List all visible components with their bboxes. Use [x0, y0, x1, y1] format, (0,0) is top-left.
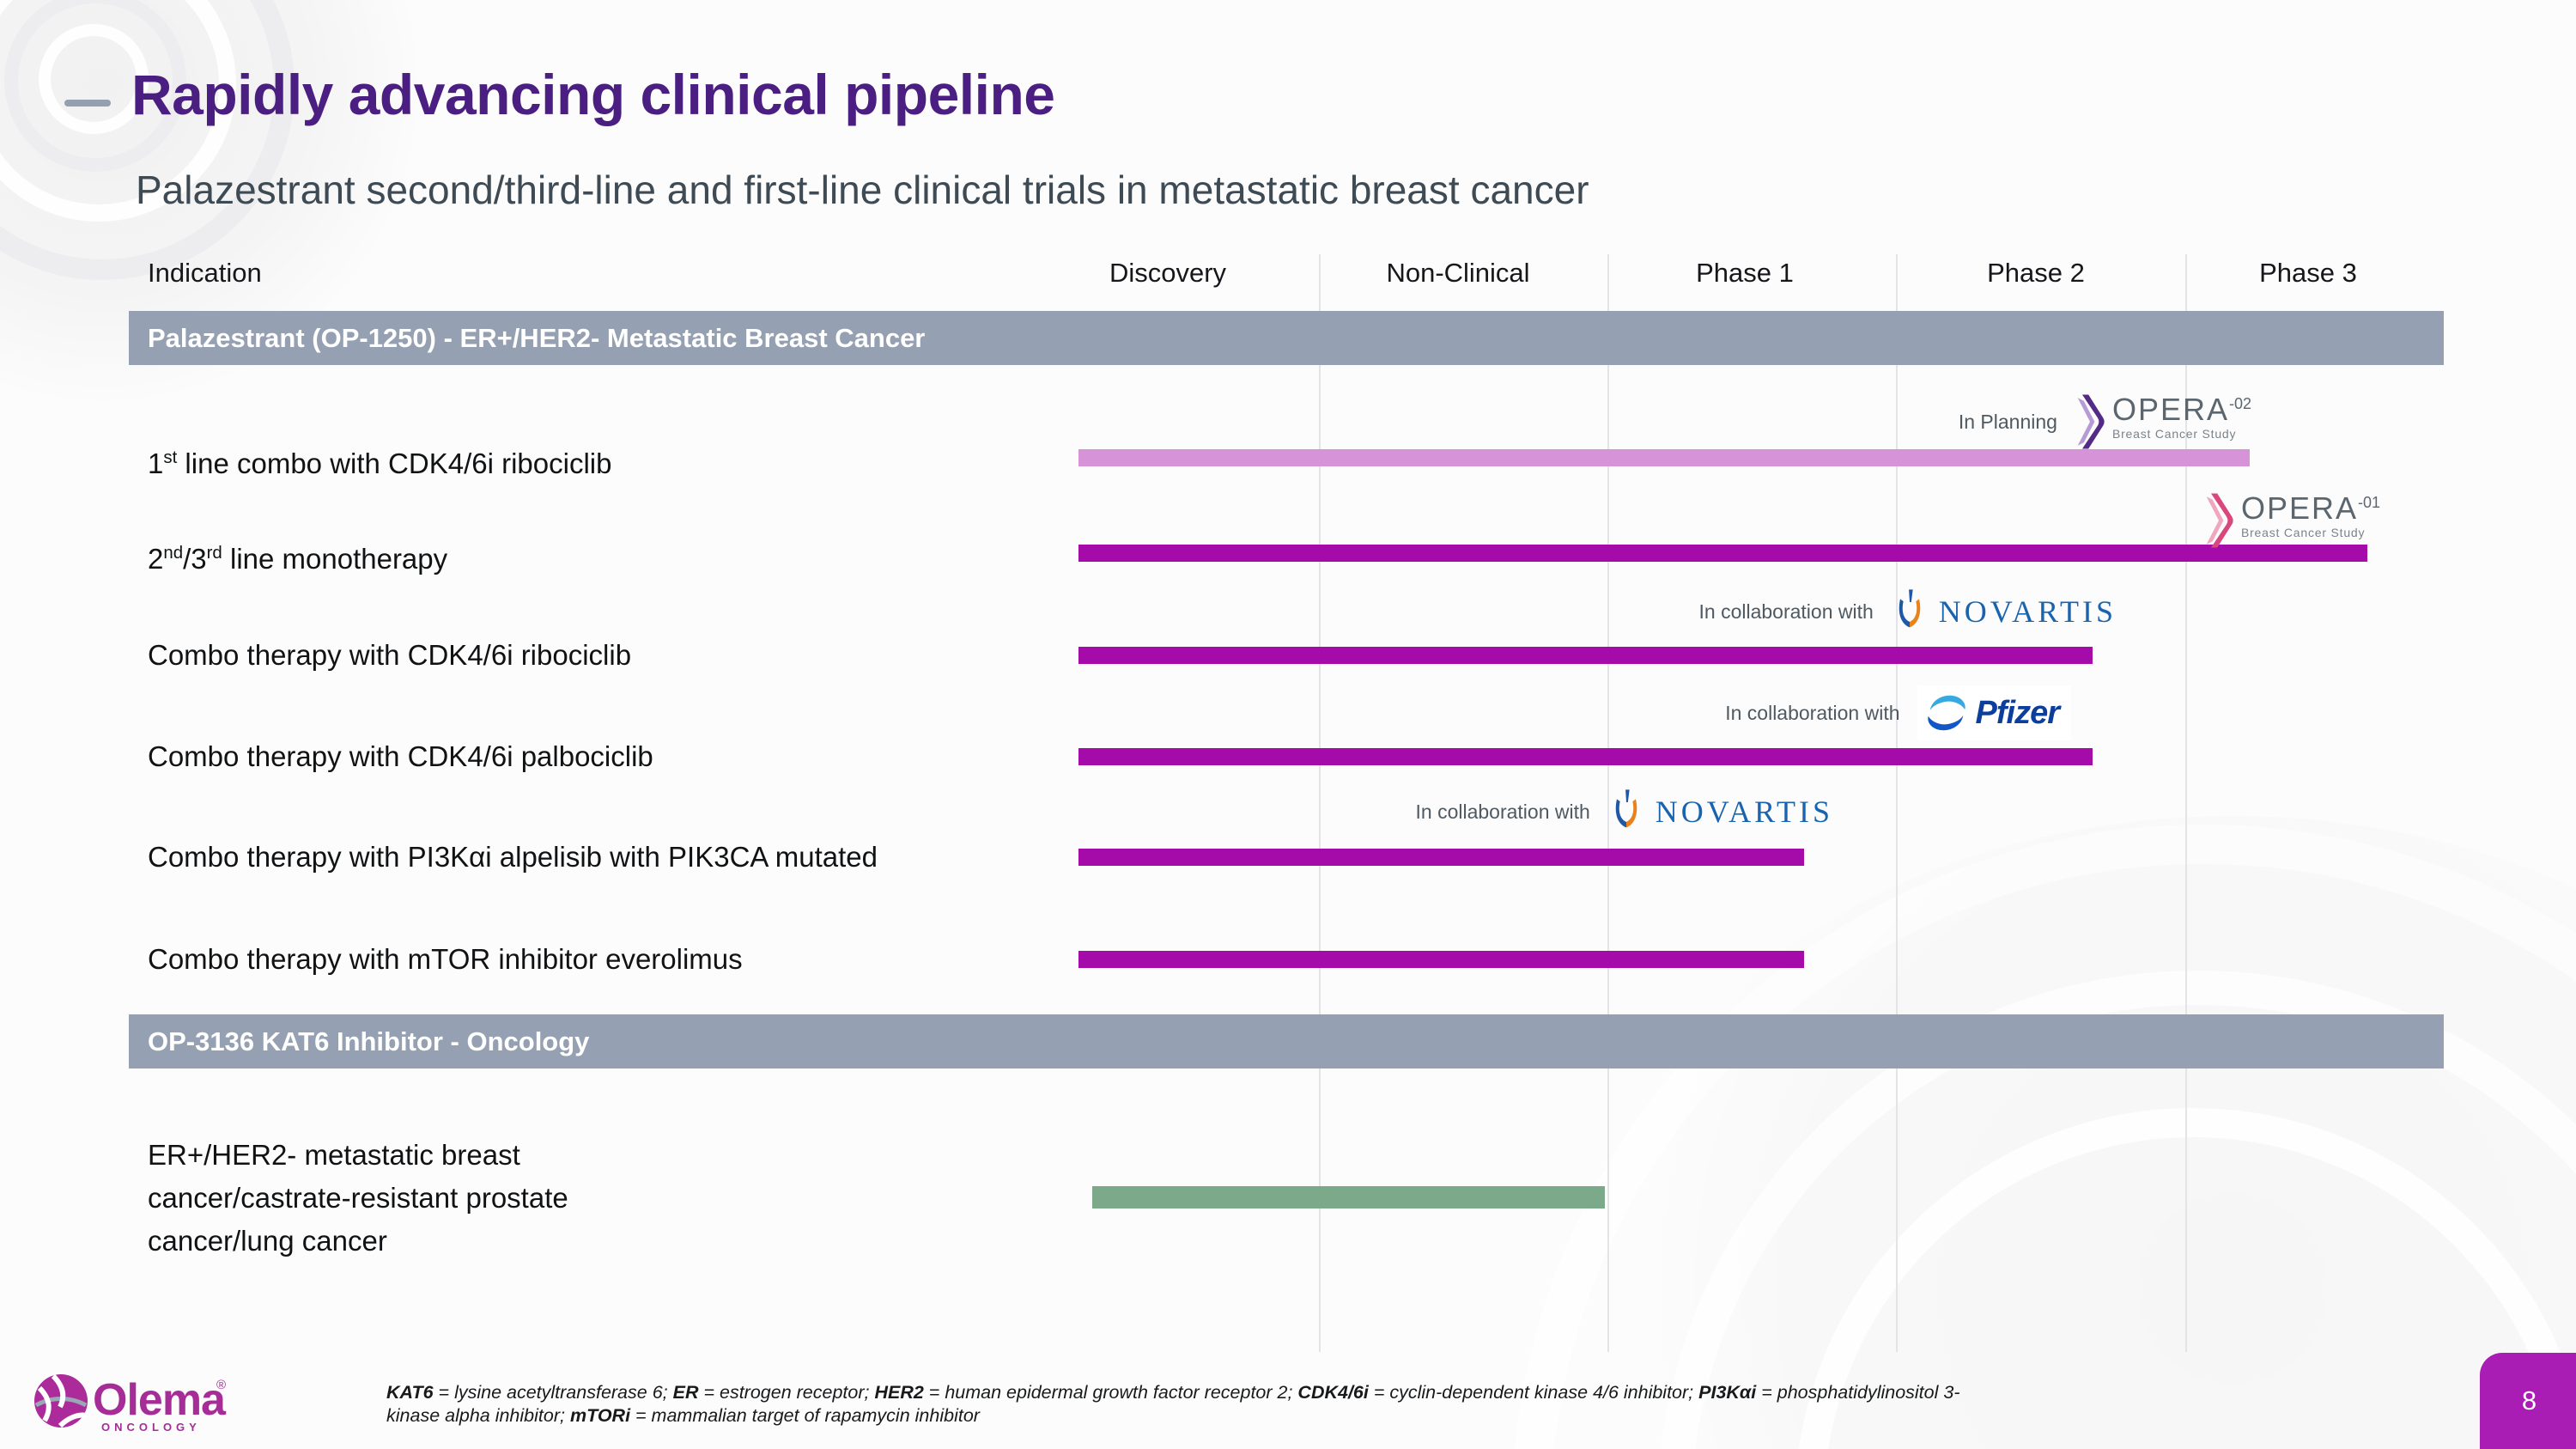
- section-header-kat6: OP-3136 KAT6 Inhibitor - Oncology: [129, 1014, 2444, 1068]
- opera01-ribbon-icon: [2206, 493, 2233, 548]
- in-planning-label: In Planning: [1958, 410, 2057, 433]
- column-header-nonclinical: Non-Clinical: [1386, 258, 1530, 288]
- row-label-kat6: ER+/HER2- metastatic breast cancer/castr…: [148, 1139, 568, 1257]
- abbreviation-legend: KAT6 = lysine acetyltransferase 6; ER = …: [386, 1382, 1960, 1426]
- pipeline-bar: [1078, 647, 2093, 664]
- opera-wordmark: OPERA: [2111, 392, 2229, 427]
- opera02-suffix: -02: [2228, 395, 2251, 412]
- olema-wordmark: Olema: [93, 1375, 226, 1425]
- grid-line: [2185, 254, 2187, 1352]
- grid-line: [1319, 254, 1321, 1352]
- annotation-novartis-2: In collaboration with NOVARTIS: [1416, 781, 1834, 843]
- opera-tagline: Breast Cancer Study: [2111, 427, 2237, 441]
- column-header-phase1: Phase 1: [1696, 258, 1794, 288]
- novartis-logo: NOVARTIS: [1891, 589, 2117, 634]
- section-header-label: OP-3136 KAT6 Inhibitor - Oncology: [148, 1026, 590, 1056]
- page-number-box: 8: [2480, 1353, 2576, 1449]
- opera02-logo: OPERA-02 Breast Cancer Study: [2075, 394, 2251, 449]
- column-header-phase3: Phase 3: [2259, 258, 2357, 288]
- pipeline-bar-kat6: [1092, 1186, 1605, 1209]
- novartis-logo: NOVARTIS: [1607, 789, 1833, 834]
- section-header-palazestrant: Palazestrant (OP-1250) - ER+/HER2- Metas…: [129, 311, 2444, 365]
- in-collaboration-label: In collaboration with: [1415, 800, 1590, 823]
- olema-oncology-label: ONCOLOGY: [101, 1421, 201, 1434]
- pipeline-bar: [1078, 449, 2250, 466]
- pipeline-bar: [1078, 748, 2093, 765]
- pfizer-swirl-icon: [1927, 695, 1965, 731]
- decorative-rings-bottom-right: [1589, 816, 2576, 1449]
- olema-registered-mark: ®: [216, 1378, 227, 1392]
- pipeline-bar: [1078, 849, 1804, 866]
- row-label: Combo therapy with mTOR inhibitor everol…: [148, 943, 743, 975]
- row-label: 2nd/3rd line monotherapy: [148, 543, 448, 575]
- column-header-indication: Indication: [148, 258, 262, 288]
- olema-circle-icon: [34, 1374, 88, 1428]
- opera01-suffix: -01: [2357, 494, 2380, 511]
- novartis-flame-icon: [1615, 789, 1637, 828]
- row-label: 1st line combo with CDK4/6i ribociclib: [148, 447, 612, 479]
- novartis-flame-icon: [1899, 589, 1921, 628]
- row-label: Combo therapy with CDK4/6i palbociclib: [148, 740, 653, 772]
- annotation-pfizer: In collaboration with Pfizer: [1725, 682, 2071, 744]
- opera02-ribbon-icon: [2077, 394, 2105, 449]
- annotation-opera01: OPERA-01 Breast Cancer Study: [2203, 490, 2380, 551]
- title-dash: [64, 100, 111, 107]
- row-label: Combo therapy with CDK4/6i ribociclib: [148, 639, 632, 671]
- row-label: Combo therapy with PI3Kαi alpelisib with…: [148, 841, 878, 873]
- grid-line: [1607, 254, 1609, 1352]
- pipeline-bar: [1078, 951, 1804, 968]
- page-number: 8: [2521, 1385, 2537, 1416]
- column-header-discovery: Discovery: [1109, 258, 1227, 288]
- opera01-logo: OPERA-01 Breast Cancer Study: [2203, 493, 2380, 548]
- pipeline-bar: [1078, 545, 2367, 562]
- grid-line: [1896, 254, 1898, 1352]
- in-collaboration-label: In collaboration with: [1698, 600, 1874, 623]
- section-header-label: Palazestrant (OP-1250) - ER+/HER2- Metas…: [148, 323, 926, 353]
- novartis-wordmark: NOVARTIS: [1655, 795, 1833, 829]
- annotation-novartis-1: In collaboration with NOVARTIS: [1699, 581, 2117, 642]
- opera-tagline: Breast Cancer Study: [2240, 526, 2366, 539]
- pfizer-logo: Pfizer: [1917, 685, 2071, 740]
- olema-logo: Olema ® ONCOLOGY: [34, 1373, 258, 1441]
- page-title: Rapidly advancing clinical pipeline: [131, 63, 1055, 126]
- novartis-wordmark: NOVARTIS: [1938, 594, 2117, 629]
- page-subtitle: Palazestrant second/third-line and first…: [136, 167, 1589, 212]
- in-collaboration-label: In collaboration with: [1725, 701, 1900, 724]
- column-header-phase2: Phase 2: [1987, 258, 2085, 288]
- annotation-opera02: In Planning OPERA-02 Breast Cancer Study: [1959, 388, 2251, 455]
- opera-wordmark: OPERA: [2240, 490, 2358, 526]
- pfizer-wordmark: Pfizer: [1975, 694, 2060, 731]
